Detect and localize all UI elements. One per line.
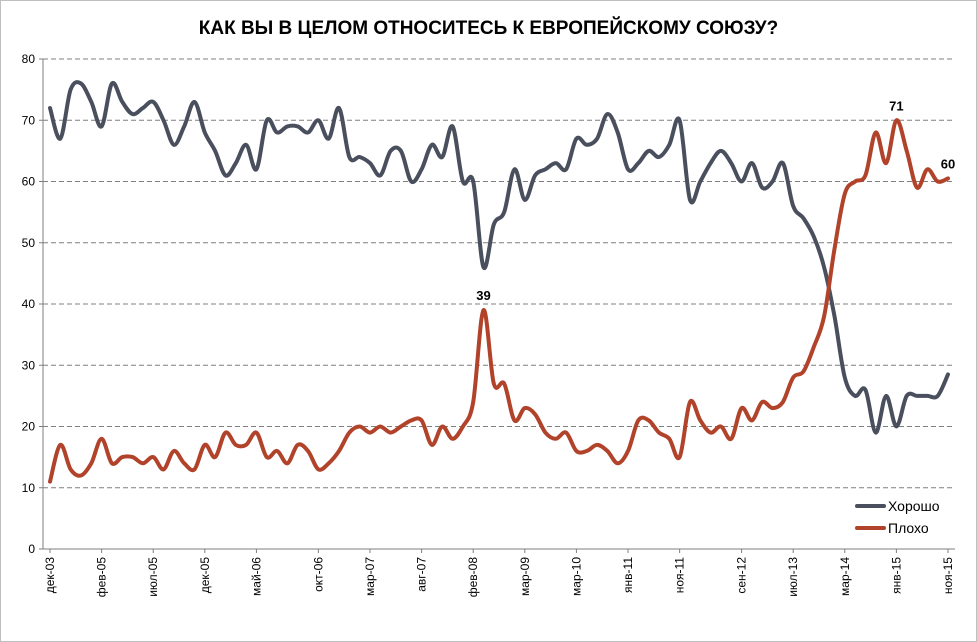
y-tick-label: 40 xyxy=(22,297,36,311)
x-tick-label: мар-14 xyxy=(838,557,852,596)
x-tick-label: мар-09 xyxy=(518,557,532,596)
x-tick-label: янв-15 xyxy=(889,557,903,594)
x-tick-label: мар-10 xyxy=(569,557,583,596)
x-tick-label: сен-12 xyxy=(735,557,749,594)
x-tick-label: май-06 xyxy=(249,557,263,596)
x-tick-label: ноя-15 xyxy=(941,557,955,594)
x-tick-label: окт-06 xyxy=(311,557,325,592)
x-axis: дек-03 фев-05 июл-05 дек-05 май-06 окт-06 мар-… xyxy=(43,548,955,598)
data-label: 60 xyxy=(941,156,955,171)
x-tick-label: ноя-11 xyxy=(673,557,687,594)
y-tick-label: 50 xyxy=(22,236,36,250)
x-tick-label: мар-07 xyxy=(363,557,377,596)
data-label: 39 xyxy=(476,288,490,303)
x-tick-label: фев-08 xyxy=(466,557,480,598)
y-tick-label: 30 xyxy=(22,358,36,372)
x-tick-label: дек-03 xyxy=(43,557,57,594)
x-tick-label: фев-05 xyxy=(95,557,109,598)
y-tick-label: 70 xyxy=(22,113,36,127)
gridlines xyxy=(43,58,955,489)
y-tick-label: 10 xyxy=(22,481,36,495)
annotations: 39 71 60 xyxy=(476,98,955,303)
chart-title: КАК ВЫ В ЦЕЛОМ ОТНОСИТЕСЬ К ЕВРОПЕЙСКОМУ… xyxy=(198,18,779,39)
data-label: 71 xyxy=(889,98,903,113)
y-tick-label: 20 xyxy=(22,420,36,434)
x-tick-label: июл-13 xyxy=(786,557,800,597)
legend: Хорошо Плохо xyxy=(855,498,940,536)
series-line-1 xyxy=(48,80,950,435)
legend-label: Хорошо xyxy=(888,498,940,514)
series-lines xyxy=(48,80,950,484)
legend-label: Плохо xyxy=(888,520,929,536)
x-tick-label: янв-11 xyxy=(621,557,635,593)
x-tick-label: авг-07 xyxy=(415,557,429,592)
x-tick-label: дек-05 xyxy=(198,557,212,594)
x-tick-label: июл-05 xyxy=(146,557,160,597)
y-axis: 0 10 20 30 40 50 60 70 80 xyxy=(22,52,44,556)
y-tick-label: 0 xyxy=(28,542,35,556)
y-tick-label: 80 xyxy=(22,52,36,66)
y-tick-label: 60 xyxy=(22,175,36,189)
series-line-2 xyxy=(48,118,950,484)
